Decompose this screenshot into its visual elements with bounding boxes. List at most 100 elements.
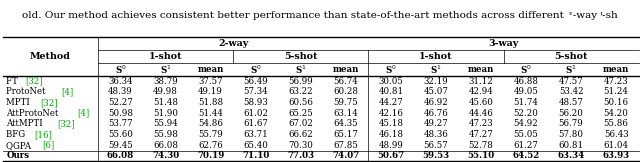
Text: 70.19: 70.19 bbox=[197, 151, 224, 160]
Text: 32.19: 32.19 bbox=[424, 77, 448, 86]
Text: 46.88: 46.88 bbox=[513, 77, 538, 86]
Text: 52.20: 52.20 bbox=[514, 109, 538, 118]
Text: 54.20: 54.20 bbox=[604, 109, 628, 118]
Text: 61.67: 61.67 bbox=[243, 119, 268, 128]
Text: 77.03: 77.03 bbox=[287, 151, 314, 160]
Text: [4]: [4] bbox=[77, 109, 90, 118]
Text: AttMPTI: AttMPTI bbox=[6, 119, 46, 128]
Text: FT: FT bbox=[6, 77, 21, 86]
Text: mean: mean bbox=[197, 65, 224, 74]
Text: 55.98: 55.98 bbox=[153, 130, 178, 139]
Text: 51.44: 51.44 bbox=[198, 109, 223, 118]
Text: 30.05: 30.05 bbox=[378, 77, 403, 86]
Text: 50.16: 50.16 bbox=[604, 98, 628, 107]
Text: 48.99: 48.99 bbox=[378, 141, 403, 150]
Text: 71.10: 71.10 bbox=[242, 151, 269, 160]
Text: 57.34: 57.34 bbox=[243, 87, 268, 96]
Text: 66.08: 66.08 bbox=[153, 141, 178, 150]
Text: 38.79: 38.79 bbox=[153, 77, 178, 86]
Text: S$^1$: S$^1$ bbox=[160, 63, 172, 75]
Text: mean: mean bbox=[468, 65, 494, 74]
Text: [32]: [32] bbox=[57, 119, 75, 128]
Text: 58.93: 58.93 bbox=[243, 98, 268, 107]
Text: 45.18: 45.18 bbox=[378, 119, 403, 128]
Text: 59.75: 59.75 bbox=[333, 98, 358, 107]
Text: 56.20: 56.20 bbox=[559, 109, 584, 118]
Text: 31.12: 31.12 bbox=[468, 77, 493, 86]
Text: 59.45: 59.45 bbox=[108, 141, 133, 150]
Text: 40.81: 40.81 bbox=[378, 87, 403, 96]
Text: 2-way: 2-way bbox=[218, 39, 248, 48]
Text: Ours: Ours bbox=[6, 151, 29, 160]
Text: 1-shot: 1-shot bbox=[419, 52, 452, 61]
Text: 51.48: 51.48 bbox=[153, 98, 178, 107]
Text: 47.27: 47.27 bbox=[468, 130, 493, 139]
Text: 67.85: 67.85 bbox=[333, 141, 358, 150]
Text: S$^0$: S$^0$ bbox=[115, 63, 126, 75]
Text: 47.23: 47.23 bbox=[604, 77, 628, 86]
Text: 55.79: 55.79 bbox=[198, 130, 223, 139]
Text: 52.27: 52.27 bbox=[108, 98, 133, 107]
Text: MPTI: MPTI bbox=[6, 98, 33, 107]
Text: 46.18: 46.18 bbox=[378, 130, 403, 139]
Text: 42.94: 42.94 bbox=[468, 87, 493, 96]
Text: 45.07: 45.07 bbox=[424, 87, 449, 96]
Text: 53.77: 53.77 bbox=[108, 119, 132, 128]
Text: mean: mean bbox=[333, 65, 359, 74]
Text: 48.36: 48.36 bbox=[424, 130, 448, 139]
Text: 64.35: 64.35 bbox=[333, 119, 358, 128]
Text: 63.71: 63.71 bbox=[243, 130, 268, 139]
Text: 59.53: 59.53 bbox=[422, 151, 449, 160]
Text: 49.98: 49.98 bbox=[153, 87, 178, 96]
Text: 51.74: 51.74 bbox=[514, 98, 538, 107]
Text: 55.10: 55.10 bbox=[467, 151, 495, 160]
Text: 63.34: 63.34 bbox=[557, 151, 585, 160]
Text: 54.92: 54.92 bbox=[514, 119, 538, 128]
Text: 66.08: 66.08 bbox=[107, 151, 134, 160]
Text: S$^0$: S$^0$ bbox=[385, 63, 397, 75]
Text: 46.76: 46.76 bbox=[424, 109, 448, 118]
Text: 70.30: 70.30 bbox=[288, 141, 313, 150]
Text: S$^1$: S$^1$ bbox=[565, 63, 577, 75]
Text: 50.98: 50.98 bbox=[108, 109, 133, 118]
Text: 63.14: 63.14 bbox=[333, 109, 358, 118]
Text: [32]: [32] bbox=[40, 98, 58, 107]
Text: mean: mean bbox=[603, 65, 629, 74]
Text: 63.22: 63.22 bbox=[289, 87, 313, 96]
Text: S$^1$: S$^1$ bbox=[430, 63, 442, 75]
Text: 74.07: 74.07 bbox=[332, 151, 360, 160]
Text: 56.57: 56.57 bbox=[424, 141, 448, 150]
Text: 49.27: 49.27 bbox=[424, 119, 448, 128]
Text: 56.79: 56.79 bbox=[559, 119, 584, 128]
Text: 51.88: 51.88 bbox=[198, 98, 223, 107]
Text: 64.52: 64.52 bbox=[513, 151, 540, 160]
Text: 47.57: 47.57 bbox=[559, 77, 584, 86]
Text: QGPA: QGPA bbox=[6, 141, 35, 150]
Text: 47.23: 47.23 bbox=[468, 119, 493, 128]
Text: AttProtoNet: AttProtoNet bbox=[6, 109, 61, 118]
Text: 60.28: 60.28 bbox=[333, 87, 358, 96]
Text: 44.27: 44.27 bbox=[378, 98, 403, 107]
Text: 55.86: 55.86 bbox=[604, 119, 628, 128]
Text: 54.86: 54.86 bbox=[198, 119, 223, 128]
Text: 67.02: 67.02 bbox=[288, 119, 313, 128]
Text: 37.57: 37.57 bbox=[198, 77, 223, 86]
Text: S$^0$: S$^0$ bbox=[520, 63, 532, 75]
Text: 48.57: 48.57 bbox=[559, 98, 584, 107]
Text: 46.92: 46.92 bbox=[424, 98, 448, 107]
Text: 60.56: 60.56 bbox=[288, 98, 313, 107]
Text: 65.25: 65.25 bbox=[289, 109, 313, 118]
Text: 3-way: 3-way bbox=[488, 39, 518, 48]
Text: 52.78: 52.78 bbox=[468, 141, 493, 150]
Text: 48.39: 48.39 bbox=[108, 87, 133, 96]
Text: 50.67: 50.67 bbox=[378, 151, 404, 160]
Text: 49.05: 49.05 bbox=[514, 87, 538, 96]
Text: 49.19: 49.19 bbox=[198, 87, 223, 96]
Text: 66.62: 66.62 bbox=[289, 130, 313, 139]
Text: 5-shot: 5-shot bbox=[554, 52, 588, 61]
Text: 57.80: 57.80 bbox=[559, 130, 584, 139]
Text: BFG: BFG bbox=[6, 130, 28, 139]
Text: 51.24: 51.24 bbox=[604, 87, 628, 96]
Text: 1-shot: 1-shot bbox=[148, 52, 182, 61]
Text: 61.04: 61.04 bbox=[604, 141, 628, 150]
